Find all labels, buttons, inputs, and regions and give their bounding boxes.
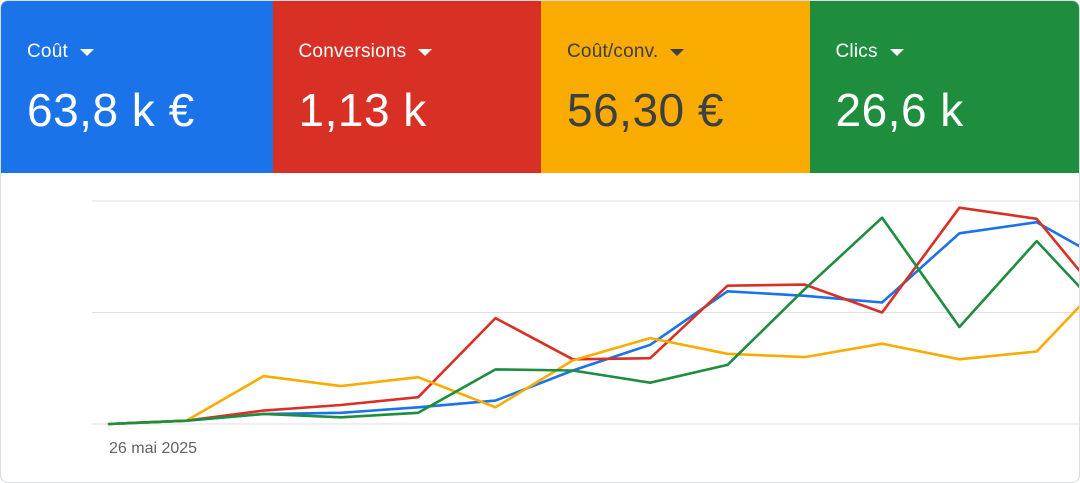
scorecard-conversions-label-row[interactable]: Conversions bbox=[299, 41, 433, 63]
scorecard-cout-conv[interactable]: Coût/conv. 56,30 € bbox=[541, 1, 810, 173]
scorecard-cout-conv-label: Coût/conv. bbox=[567, 41, 659, 62]
dropdown-caret-icon[interactable] bbox=[889, 48, 904, 56]
scorecard-cout-label: Coût bbox=[27, 41, 68, 62]
dropdown-caret-icon[interactable] bbox=[670, 48, 685, 56]
scorecard-cout-label-row[interactable]: Coût bbox=[27, 41, 94, 63]
scorecard-cout-conv-value: 56,30 € bbox=[567, 84, 724, 136]
scorecard-cout-value: 63,8 k € bbox=[27, 84, 195, 136]
scorecard-clics[interactable]: Clics 26,6 k bbox=[809, 1, 1079, 173]
x-tick-label: 26 mai 2025 bbox=[109, 440, 197, 457]
series-line-3 bbox=[107, 216, 1079, 426]
series-line-2 bbox=[107, 305, 1079, 426]
series-line-1 bbox=[107, 206, 1079, 426]
scorecard-clics-label-row[interactable]: Clics bbox=[836, 41, 904, 63]
line-chart-svg: 26 mai 2025 bbox=[92, 200, 1079, 457]
scorecard-conversions-label: Conversions bbox=[298, 41, 407, 62]
dropdown-caret-icon[interactable] bbox=[418, 48, 433, 56]
scorecard-clics-label: Clics bbox=[835, 41, 878, 62]
scorecard-clics-value: 26,6 k bbox=[835, 84, 964, 136]
scorecard-row: Coût 63,8 k € Conversions 1,13 k Coût/co… bbox=[1, 1, 1079, 173]
scorecard-conversions-value: 1,13 k bbox=[298, 84, 427, 136]
scorecard-conversions[interactable]: Conversions 1,13 k bbox=[272, 1, 541, 173]
scorecard-cout-conv-label-row[interactable]: Coût/conv. bbox=[567, 41, 685, 63]
series-line-0 bbox=[107, 220, 1079, 426]
scorecard-cout[interactable]: Coût 63,8 k € bbox=[1, 1, 273, 173]
dropdown-caret-icon[interactable] bbox=[79, 48, 94, 56]
line-chart: 26 mai 2025 bbox=[1, 173, 1079, 482]
